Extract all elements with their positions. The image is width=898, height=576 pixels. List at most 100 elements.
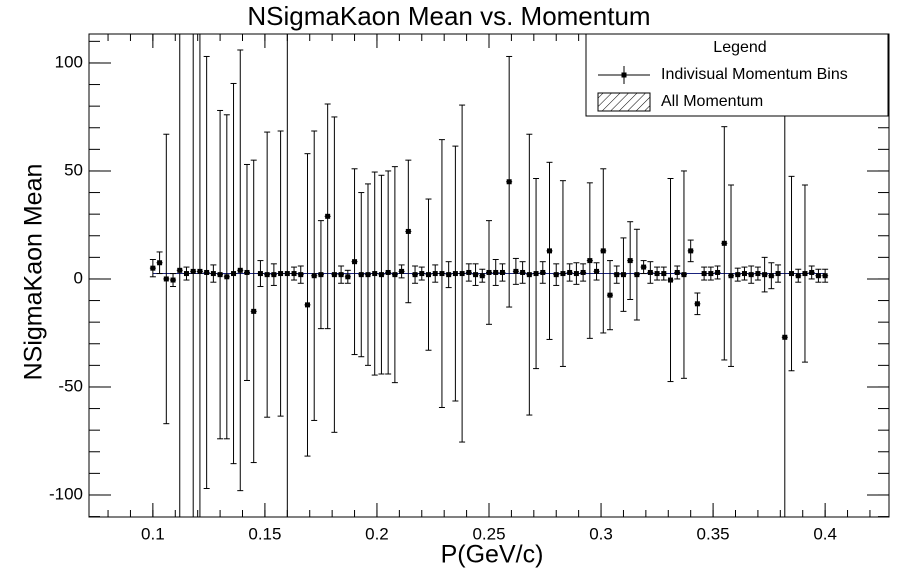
marker <box>802 271 808 277</box>
marker <box>210 271 216 277</box>
marker <box>641 264 647 270</box>
marker <box>600 248 606 254</box>
marker <box>197 268 203 274</box>
plot-area <box>149 34 829 517</box>
marker <box>533 271 539 277</box>
marker <box>614 272 620 278</box>
marker <box>264 272 270 278</box>
marker <box>526 272 532 278</box>
marker <box>170 277 176 283</box>
marker <box>668 277 674 283</box>
marker <box>190 268 196 274</box>
y-tick-label: 0 <box>74 268 83 287</box>
marker <box>520 269 526 275</box>
marker <box>741 271 747 277</box>
marker <box>540 269 546 275</box>
marker <box>338 272 344 278</box>
marker <box>251 308 257 314</box>
marker <box>809 269 815 275</box>
marker <box>331 272 337 278</box>
x-tick-label: 0.15 <box>248 524 281 543</box>
marker <box>681 272 687 278</box>
marker <box>620 272 626 278</box>
marker <box>150 265 156 271</box>
marker <box>674 269 680 275</box>
marker <box>735 272 741 278</box>
marker <box>748 272 754 278</box>
marker <box>392 272 398 278</box>
marker <box>768 273 774 279</box>
marker <box>775 271 781 277</box>
marker <box>311 273 317 279</box>
marker <box>432 271 438 277</box>
x-tick-label: 0.3 <box>589 524 613 543</box>
legend-marker <box>621 72 627 78</box>
legend-label: Indivisual Momentum Bins <box>661 66 848 83</box>
marker <box>231 271 237 277</box>
marker <box>493 269 499 275</box>
marker <box>513 268 519 274</box>
marker <box>183 271 189 277</box>
marker <box>204 269 210 275</box>
marker <box>405 228 411 234</box>
legend-title: Legend <box>713 39 766 56</box>
y-tick-label: -50 <box>58 376 83 395</box>
marker <box>654 271 660 277</box>
x-tick-label: 0.2 <box>365 524 389 543</box>
marker <box>466 269 472 275</box>
marker <box>701 271 707 277</box>
marker <box>473 272 479 278</box>
marker <box>304 302 310 308</box>
marker <box>378 272 384 278</box>
marker <box>627 258 633 264</box>
marker <box>399 268 405 274</box>
marker <box>365 272 371 278</box>
marker <box>822 273 828 279</box>
marker <box>419 271 425 277</box>
marker <box>257 271 263 277</box>
marker <box>728 273 734 279</box>
marker <box>647 269 653 275</box>
marker <box>715 269 721 275</box>
marker <box>815 273 821 279</box>
marker <box>506 179 512 185</box>
y-axis-label: NSigmaKaon Mean <box>20 164 48 381</box>
marker <box>177 267 183 273</box>
marker <box>217 272 223 278</box>
marker <box>278 271 284 277</box>
marker <box>291 271 297 277</box>
marker <box>553 272 559 278</box>
marker <box>318 272 324 278</box>
marker <box>372 271 378 277</box>
legend-hatch <box>597 92 651 112</box>
chart-title: NSigmaKaon Mean vs. Momentum <box>247 1 650 31</box>
marker <box>661 271 667 277</box>
x-axis-label: P(GeV/c) <box>441 541 544 569</box>
x-tick-label: 0.4 <box>813 524 837 543</box>
marker <box>721 240 727 246</box>
marker <box>762 272 768 278</box>
marker <box>782 334 788 340</box>
marker <box>459 271 465 277</box>
marker <box>352 259 358 265</box>
y-tick-label: 50 <box>64 160 83 179</box>
x-tick-label: 0.1 <box>141 524 165 543</box>
marker <box>547 248 553 254</box>
marker <box>224 274 230 280</box>
marker <box>385 269 391 275</box>
marker <box>157 260 163 266</box>
marker <box>789 271 795 277</box>
marker <box>587 258 593 264</box>
y-tick-label: 100 <box>55 52 83 71</box>
marker <box>755 271 761 277</box>
marker <box>446 272 452 278</box>
marker <box>567 269 573 275</box>
marker <box>634 272 640 278</box>
marker <box>499 269 505 275</box>
marker <box>594 268 600 274</box>
legend: Legend Indivisual Momentum Bins All Mome… <box>585 33 889 117</box>
marker <box>298 272 304 278</box>
x-tick-label: 0.25 <box>472 524 505 543</box>
marker <box>607 292 613 298</box>
